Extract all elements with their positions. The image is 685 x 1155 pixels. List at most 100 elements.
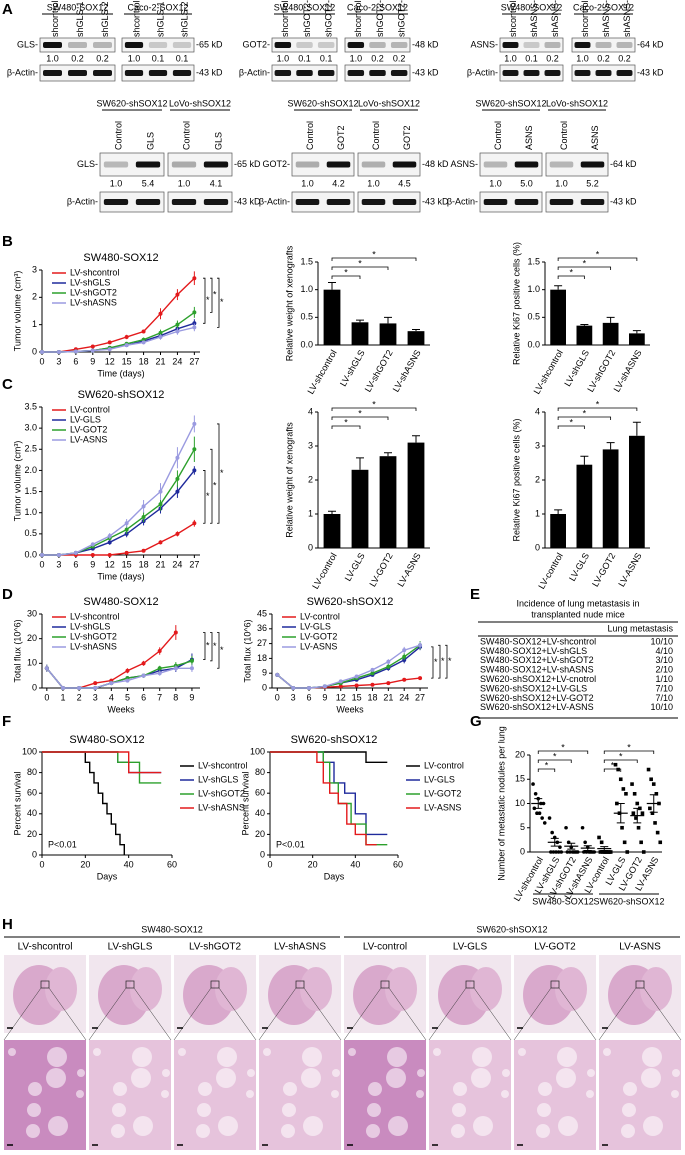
zoom-line	[473, 987, 512, 1041]
x-tick-label: 21	[155, 356, 165, 366]
y-axis-label: Number of metastatic nodules per lung	[496, 726, 506, 881]
data-point	[386, 681, 391, 686]
y-tick-label: 1.0	[527, 284, 540, 294]
error-bar	[632, 421, 641, 436]
tissue-texture	[558, 1116, 578, 1136]
zoom-line	[598, 987, 637, 1041]
y-tick-label: 3	[308, 440, 313, 450]
band	[68, 42, 87, 48]
legend-label: LV-ASNS	[300, 641, 337, 651]
x-tick-label: 60	[167, 859, 177, 869]
tissue-texture	[501, 1090, 509, 1098]
significance-bracket	[210, 632, 213, 662]
data-point	[107, 340, 112, 345]
data-point	[90, 348, 95, 353]
data-point	[291, 686, 296, 690]
lane-label: shGOT2-1	[302, 0, 312, 37]
error-bar	[633, 807, 642, 824]
tissue	[300, 967, 332, 1011]
y-tick-label: 3.5	[24, 401, 37, 411]
lane-label: GOT2	[336, 125, 346, 150]
tissue-texture	[8, 1048, 16, 1056]
actin-band	[483, 199, 508, 205]
y-axis-label: Total flux (10^6)	[12, 619, 22, 682]
actin-band	[544, 70, 561, 76]
y-tick-label: 1.5	[300, 256, 313, 266]
zoom-line	[3, 987, 42, 1041]
data-point	[641, 850, 646, 854]
significance-bracket	[331, 425, 361, 429]
band-value: 4.1	[210, 178, 223, 188]
tissue-texture	[473, 1116, 493, 1136]
significance-label: *	[441, 656, 445, 666]
significance-label: *	[569, 417, 573, 427]
y-tick-label: 27	[257, 638, 267, 648]
band-value: 1.0	[110, 178, 123, 188]
bar	[629, 333, 645, 345]
series-line	[42, 311, 195, 353]
tissue-texture	[672, 1069, 680, 1077]
band-value: 5.2	[586, 178, 599, 188]
x-tick-label: 5	[125, 692, 130, 702]
tissue-texture	[471, 1068, 491, 1088]
blot-frame	[99, 152, 165, 177]
x-tick-label: 3	[56, 356, 61, 366]
x-tick-label: 20	[80, 859, 90, 869]
tissue-texture	[77, 1069, 85, 1077]
tissue-texture	[453, 1082, 467, 1096]
band-value: 1.0	[350, 53, 363, 63]
zoom-line	[88, 987, 127, 1041]
data-point	[370, 682, 375, 687]
legend-label: LV-control	[424, 760, 464, 770]
significance-bracket	[603, 768, 622, 772]
actin-band	[274, 70, 292, 76]
error-bar	[606, 442, 615, 450]
lane-label: ASNS	[590, 125, 600, 150]
x-tick-label: 3	[93, 692, 98, 702]
histology-label: LV-GOT2	[534, 942, 576, 953]
data-point	[175, 292, 180, 297]
significance-label: *	[545, 760, 549, 770]
significance-label: *	[213, 481, 217, 491]
x-tick-label: 9	[90, 356, 95, 366]
significance-label: *	[358, 258, 362, 268]
data-point	[418, 676, 423, 681]
data-point	[654, 792, 659, 796]
band	[483, 161, 508, 168]
series-line	[270, 751, 388, 836]
tissue-texture	[433, 1048, 441, 1056]
data-point	[542, 821, 547, 825]
tissue-texture	[556, 1068, 576, 1088]
significance-bracket	[557, 407, 638, 411]
data-point	[580, 825, 585, 830]
legend-label: LV-shcontrol	[70, 267, 119, 277]
data-point	[107, 347, 112, 352]
zoom-line	[343, 987, 382, 1041]
data-point	[275, 672, 280, 677]
annotation: P<0.01	[276, 839, 305, 849]
data-point	[124, 343, 129, 348]
lane-label: GLS	[213, 132, 223, 150]
x-tick-label: 3	[56, 559, 61, 569]
legend-label: LV-shcontrol	[198, 760, 247, 770]
group-label: SW620-shSOX12	[593, 896, 664, 906]
zoom-box	[40, 980, 50, 989]
y-tick-label: 0.0	[527, 339, 540, 349]
band	[514, 161, 539, 168]
protein-label: GOT2-	[262, 159, 290, 169]
series-line	[46, 667, 192, 689]
significance-label: *	[206, 295, 210, 305]
tissue-texture	[388, 1116, 408, 1136]
actin-label: β-Actin-	[239, 67, 270, 77]
data-point	[93, 681, 98, 686]
lane-label: GOT2	[402, 125, 412, 150]
y-tick-label: 1.0	[24, 507, 37, 517]
actin-band	[549, 199, 574, 205]
actin-label: β-Actin-	[259, 196, 290, 206]
actin-label: β-Actin-	[67, 196, 98, 206]
significance-bracket	[217, 277, 220, 328]
significance-label: *	[596, 249, 600, 259]
band	[523, 42, 540, 48]
data-point	[158, 489, 163, 494]
tissue-texture	[472, 1047, 492, 1067]
